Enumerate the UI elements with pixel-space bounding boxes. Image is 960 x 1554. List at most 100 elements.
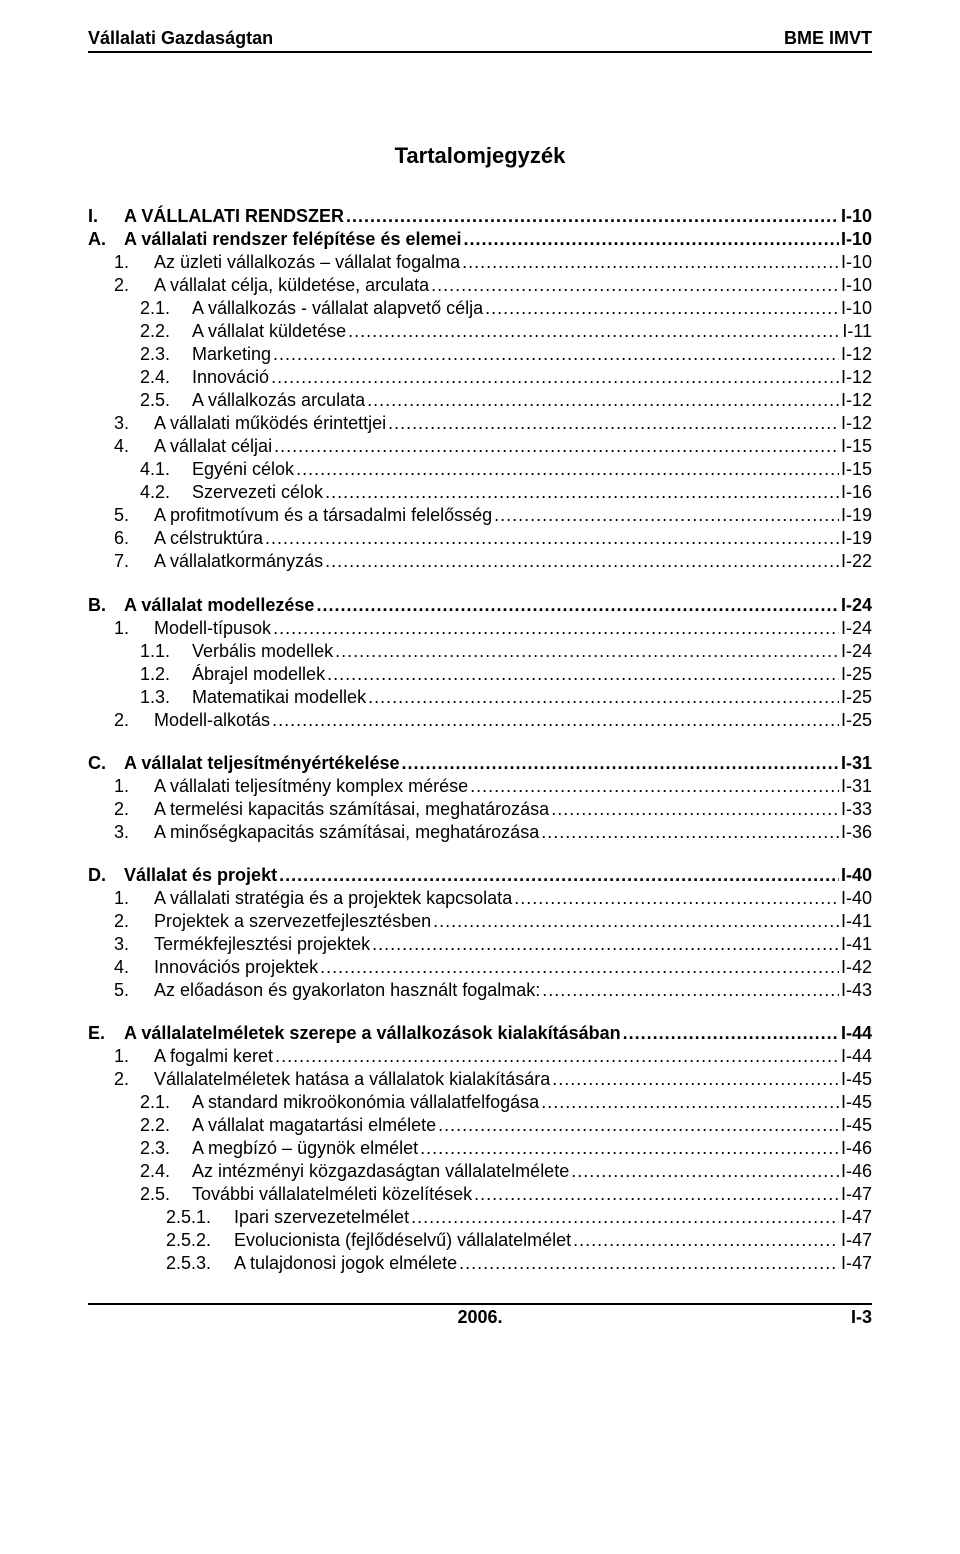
toc-number: 1.2. <box>140 663 192 686</box>
toc-text: Az üzleti vállalkozás – vállalat fogalma <box>154 252 460 272</box>
page-title: Tartalomjegyzék <box>88 143 872 169</box>
toc-number: 4. <box>114 956 154 979</box>
toc-label: 2.A vállalat célja, küldetése, arculata <box>114 274 429 297</box>
toc-line: 2.Projektek a szervezetfejlesztésbenI-41 <box>88 910 872 933</box>
toc-label: 4.1.Egyéni célok <box>140 458 294 481</box>
toc-page: I-31 <box>841 775 872 798</box>
toc-line: 5.Az előadáson és gyakorlaton használt f… <box>88 979 872 1002</box>
toc-number: 3. <box>114 933 154 956</box>
toc-number: E. <box>88 1022 124 1045</box>
toc-label: 2.A termelési kapacitás számításai, megh… <box>114 798 549 821</box>
footer-year: 2006. <box>349 1307 610 1328</box>
toc-line: 2.1.A vállalkozás - vállalat alapvető cé… <box>88 297 872 320</box>
toc-page: I-12 <box>841 366 872 389</box>
toc-page: I-22 <box>841 550 872 573</box>
header-right: BME IMVT <box>784 28 872 49</box>
toc-page: I-15 <box>841 458 872 481</box>
toc-block: C.A vállalat teljesítményértékeléseI-311… <box>88 752 872 844</box>
toc-text: Termékfejlesztési projektek <box>154 934 370 954</box>
toc-line: 1.A vállalati stratégia és a projektek k… <box>88 887 872 910</box>
toc-line: 3.Termékfejlesztési projektekI-41 <box>88 933 872 956</box>
toc-number: 2. <box>114 709 154 732</box>
toc-label: 1.Modell-típusok <box>114 617 271 640</box>
toc-leader-dots <box>274 435 839 458</box>
toc-text: Vállalat és projekt <box>124 865 277 885</box>
toc-text: Az intézményi közgazdaságtan vállalatelm… <box>192 1161 569 1181</box>
toc-page: I-45 <box>841 1114 872 1137</box>
toc-leader-dots <box>388 412 839 435</box>
toc-text: Innovációs projektek <box>154 957 318 977</box>
page-footer: 2006. I-3 <box>88 1303 872 1328</box>
toc-label: 1.Az üzleti vállalkozás – vállalat fogal… <box>114 251 460 274</box>
toc-number: 1.3. <box>140 686 192 709</box>
toc-label: 4.2.Szervezeti célok <box>140 481 323 504</box>
toc-label: D.Vállalat és projekt <box>88 864 277 887</box>
toc-text: Marketing <box>192 344 271 364</box>
toc-leader-dots <box>265 527 839 550</box>
toc-label: 6.A célstruktúra <box>114 527 263 550</box>
toc-label: 1.1.Verbális modellek <box>140 640 333 663</box>
toc-line: 4.A vállalat céljaiI-15 <box>88 435 872 458</box>
header-left: Vállalati Gazdaságtan <box>88 28 273 49</box>
toc-leader-dots <box>275 1045 839 1068</box>
toc-text: Verbális modellek <box>192 641 333 661</box>
toc-text: Szervezeti célok <box>192 482 323 502</box>
toc-page: I-10 <box>841 297 872 320</box>
toc-page: I-45 <box>841 1091 872 1114</box>
toc-leader-dots <box>402 752 839 775</box>
toc-page: I-10 <box>841 205 872 228</box>
toc-leader-dots <box>431 274 839 297</box>
toc-line: 4.1.Egyéni célok I-15 <box>88 458 872 481</box>
toc-leader-dots <box>571 1160 839 1183</box>
toc-page: I-10 <box>841 274 872 297</box>
toc-page: I-24 <box>841 617 872 640</box>
toc-label: A.A vállalati rendszer felépítése és ele… <box>88 228 462 251</box>
footer-page: I-3 <box>611 1307 872 1328</box>
toc-label: B.A vállalat modellezése <box>88 594 314 617</box>
toc-number: 2. <box>114 910 154 933</box>
toc-label: 3.A minőségkapacitás számításai, meghatá… <box>114 821 539 844</box>
toc-text: A vállalati működés érintettjei <box>154 413 386 433</box>
toc-label: 2.5.1.Ipari szervezetelmélet <box>166 1206 409 1229</box>
toc-number: 2.1. <box>140 297 192 320</box>
toc-line: 2.Vállalatelméletek hatása a vállalatok … <box>88 1068 872 1091</box>
toc-label: I.A VÁLLALATI RENDSZER <box>88 205 344 228</box>
toc-leader-dots <box>273 343 839 366</box>
toc-leader-dots <box>271 366 839 389</box>
toc-line: 2.A termelési kapacitás számításai, megh… <box>88 798 872 821</box>
toc-number: 2.3. <box>140 343 192 366</box>
toc-label: 2.4.Innováció <box>140 366 269 389</box>
toc-page: I-46 <box>841 1137 872 1160</box>
toc-label: 2.2.A vállalat magatartási elmélete <box>140 1114 436 1137</box>
toc-line: 2.Modell-alkotásI-25 <box>88 709 872 732</box>
toc-page: I-25 <box>841 686 872 709</box>
toc-leader-dots <box>551 798 839 821</box>
toc-label: 1.A vállalati stratégia és a projektek k… <box>114 887 512 910</box>
toc-label: 5.A profitmotívum és a társadalmi felelő… <box>114 504 492 527</box>
toc-number: 2. <box>114 1068 154 1091</box>
toc-line: 2.5.3.A tulajdonosi jogok elméleteI-47 <box>88 1252 872 1275</box>
toc-number: 1. <box>114 775 154 798</box>
toc-leader-dots <box>367 389 839 412</box>
toc-page: I-12 <box>841 389 872 412</box>
toc-line: 2.3.A megbízó – ügynök elmélet I-46 <box>88 1137 872 1160</box>
toc-line: 1.2.Ábrajel modellekI-25 <box>88 663 872 686</box>
toc-text: Projektek a szervezetfejlesztésben <box>154 911 431 931</box>
toc-text: A vállalat céljai <box>154 436 272 456</box>
toc-page: I-10 <box>841 228 872 251</box>
toc-leader-dots <box>316 594 839 617</box>
toc-line: 2.1.A standard mikroökonómia vállalatfel… <box>88 1091 872 1114</box>
toc-label: 1.3.Matematikai modellek <box>140 686 366 709</box>
toc-block: B.A vállalat modellezése I-24 1.Modell-típ… <box>88 594 872 732</box>
toc-label: 2.5.3.A tulajdonosi jogok elmélete <box>166 1252 457 1275</box>
toc-label: 2.3.A megbízó – ügynök elmélet <box>140 1137 418 1160</box>
toc-line: C.A vállalat teljesítményértékeléseI-31 <box>88 752 872 775</box>
toc-leader-dots <box>462 251 839 274</box>
toc-leader-dots <box>279 864 839 887</box>
toc-label: 2.3.Marketing <box>140 343 271 366</box>
toc-label: 2.Vállalatelméletek hatása a vállalatok … <box>114 1068 550 1091</box>
page-header: Vállalati Gazdaságtan BME IMVT <box>88 28 872 53</box>
toc-page: I-16 <box>841 481 872 504</box>
toc-line: 2.5.A vállalkozás arculataI-12 <box>88 389 872 412</box>
toc-leader-dots <box>433 910 839 933</box>
